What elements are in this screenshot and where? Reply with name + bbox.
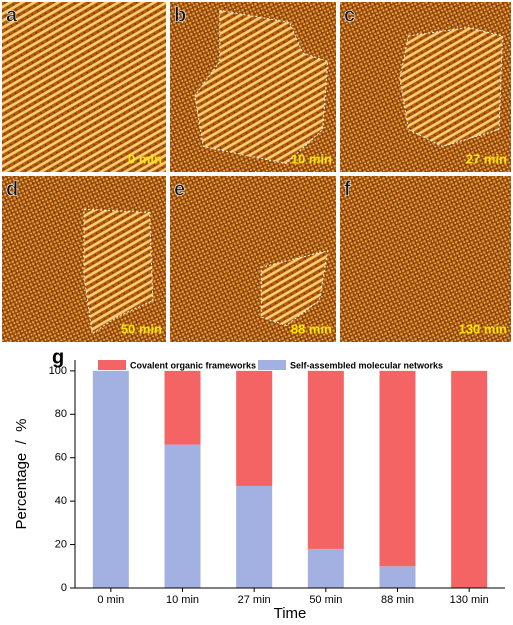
y-tick-label: 0 xyxy=(61,582,67,594)
bar-segment xyxy=(379,370,416,567)
panel-time: 27 min xyxy=(466,151,507,166)
x-axis-label: Time xyxy=(274,605,307,622)
bar-segment xyxy=(164,370,201,445)
bar-segment xyxy=(451,370,488,588)
ordered-domain xyxy=(2,2,166,172)
chart: g Covalent organic frameworks Self-assembl… xyxy=(13,346,505,622)
y-tick-label: 20 xyxy=(55,538,67,550)
legend-swatch xyxy=(98,360,126,370)
panel-time: 88 min xyxy=(291,321,332,336)
ordered-domain xyxy=(83,208,154,335)
bar-segment xyxy=(379,566,416,588)
legend-label: Self-assembled molecular networks xyxy=(290,360,443,370)
ordered-domain xyxy=(399,26,503,148)
panel-letter: a xyxy=(6,4,18,26)
stm-image xyxy=(340,176,511,342)
x-tick-label: 130 min xyxy=(450,594,489,606)
panel-letter: f xyxy=(344,178,351,200)
y-tick-label: 80 xyxy=(55,408,67,420)
panel-time: 50 min xyxy=(121,321,162,336)
y-tick-label: 40 xyxy=(55,495,67,507)
y-tick-label: 60 xyxy=(55,452,67,464)
bar-segment xyxy=(236,485,273,588)
y-axis-label: Percentage / % xyxy=(13,419,30,530)
panel-letter: g xyxy=(52,346,64,368)
panel-time: 0 min xyxy=(128,151,162,166)
x-tick-label: 27 min xyxy=(238,594,271,606)
legend-swatch xyxy=(258,360,286,370)
x-tick-label: 0 min xyxy=(97,594,124,606)
panel-time: 130 min xyxy=(459,321,507,336)
legend-label: Covalent organic frameworks xyxy=(130,360,256,370)
panel-letter: e xyxy=(174,178,185,200)
x-tick-label: 50 min xyxy=(309,594,342,606)
x-tick-label: 88 min xyxy=(381,594,414,606)
bar-segment xyxy=(307,370,344,549)
bar-segment xyxy=(307,548,344,588)
panel-letter: d xyxy=(6,178,18,200)
panel-letter: c xyxy=(344,4,355,26)
y-tick-label: 100 xyxy=(49,365,67,377)
bar-segment xyxy=(236,370,273,486)
x-tick-label: 10 min xyxy=(166,594,199,606)
bar-segment xyxy=(164,444,201,588)
panel-letter: b xyxy=(174,4,186,26)
panel-time: 10 min xyxy=(291,151,332,166)
image-panels: a 0 min b 10 min c 27 min d 50 min e 88 min f 130 m… xyxy=(2,2,511,342)
ordered-domain xyxy=(260,250,329,326)
bar-segment xyxy=(92,370,129,588)
ordered-domain xyxy=(194,9,329,165)
